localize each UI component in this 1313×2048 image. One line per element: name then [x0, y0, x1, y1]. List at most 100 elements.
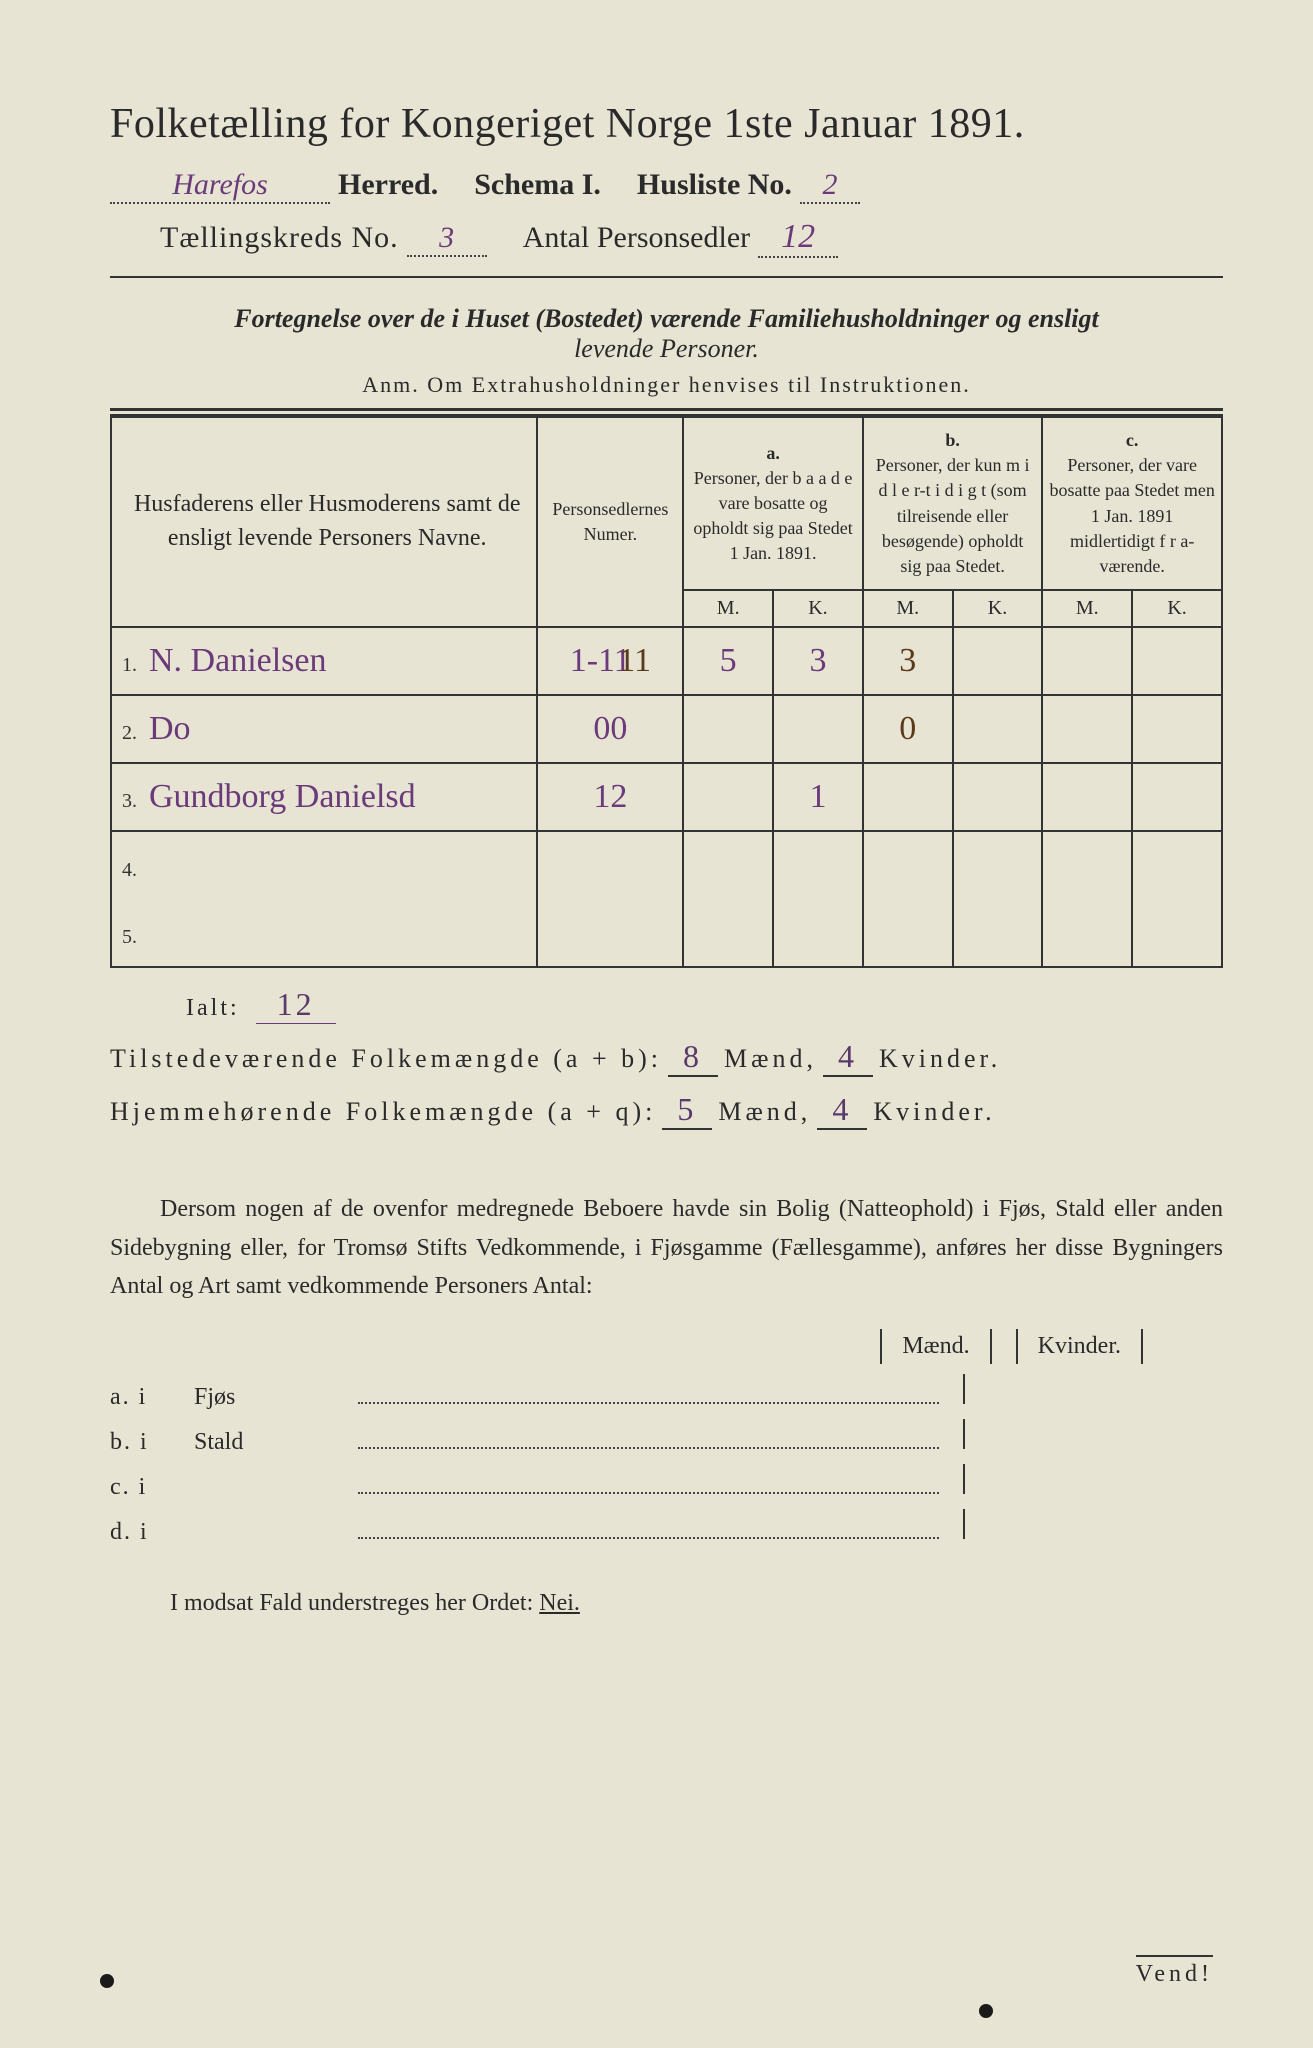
nums-cell: 00: [537, 695, 683, 763]
c-k-cell: [1132, 627, 1222, 695]
b-m-cell: [863, 763, 953, 831]
a-m-cell: [683, 695, 773, 763]
table-row: 4.: [111, 831, 1222, 899]
col-c-text: Personer, der vare bosatte paa Stedet me…: [1049, 453, 1215, 579]
table-row: 3.Gundborg Danielsd121: [111, 763, 1222, 831]
a-k-cell: [773, 899, 863, 967]
husliste-label: Husliste No.: [637, 168, 792, 202]
c-k-cell: [1132, 831, 1222, 899]
col-a-k: K.: [773, 590, 863, 627]
list-letter: c. i: [110, 1474, 170, 1501]
list-letter: d. i: [110, 1519, 170, 1546]
divider: [110, 408, 1223, 411]
nei-text: I modsat Fald understreges her Ordet:: [170, 1590, 533, 1616]
ialt-label: Ialt:: [186, 995, 240, 1022]
a-k-value: 3: [809, 642, 826, 679]
list-name: Fjøs: [194, 1384, 334, 1411]
list-m-col: [963, 1374, 1223, 1404]
nei-line: I modsat Fald understreges her Ordet: Ne…: [110, 1590, 1223, 1617]
list-head-k: Kvinder.: [1016, 1329, 1143, 1364]
col-names-header: Husfaderens eller Husmoderens samt de en…: [111, 417, 537, 627]
nums-value: 12: [593, 778, 627, 815]
b-k-cell: [953, 831, 1043, 899]
name-cell: 1. N. Danielsen: [111, 627, 537, 695]
list-m-col: [963, 1419, 1223, 1449]
list-item: c. i: [110, 1460, 1223, 1505]
b-k-cell: [953, 899, 1043, 967]
tot2-klab: Kvinder.: [873, 1097, 995, 1127]
husliste-value: 2: [800, 168, 860, 204]
b-m-value: 0: [899, 710, 916, 747]
a-m-value: 5: [720, 642, 737, 679]
c-k-cell: [1132, 695, 1222, 763]
col-a-label: a.: [690, 441, 856, 466]
turn-over: Vend!: [1136, 1955, 1213, 1988]
name-value: Do: [149, 710, 191, 747]
col-b-k: K.: [953, 590, 1043, 627]
col-c-m: M.: [1042, 590, 1132, 627]
c-m-cell: [1042, 695, 1132, 763]
table-row: 5.: [111, 899, 1222, 967]
ialt-row: Ialt: 12: [110, 986, 1223, 1024]
list-head-m: Mænd.: [880, 1329, 991, 1364]
hole-punch: [100, 1974, 114, 1988]
col-c-label: c.: [1049, 428, 1215, 453]
header-line-1: Harefos Herred. Schema I. Husliste No. 2: [110, 168, 1223, 204]
name-cell: 5.: [111, 899, 537, 967]
tot2-m: 5: [662, 1091, 712, 1130]
table-row: 2.Do000: [111, 695, 1222, 763]
col-b-header: b. Personer, der kun m i d l e r-t i d i…: [863, 417, 1043, 590]
col-c-header: c. Personer, der vare bosatte paa Stedet…: [1042, 417, 1222, 590]
c-m-cell: [1042, 831, 1132, 899]
list-item: a. i Fjøs: [110, 1370, 1223, 1415]
herred-value: Harefos: [110, 168, 330, 204]
dots: [358, 1468, 939, 1494]
nums-value: 00: [593, 710, 627, 747]
paragraph: Dersom nogen af de ovenfor medregnede Be…: [110, 1190, 1223, 1305]
row-number: 3.: [122, 790, 137, 812]
list-letter: b. i: [110, 1429, 170, 1456]
col-nums-header: Personsedlernes Numer.: [537, 417, 683, 627]
list-item: b. iStald: [110, 1415, 1223, 1460]
b-k-cell: [953, 763, 1043, 831]
ialt-value: 12: [256, 986, 336, 1024]
name-value: Gundborg Danielsd: [149, 778, 416, 815]
a-m-cell: [683, 831, 773, 899]
page-title: Folketælling for Kongeriget Norge 1ste J…: [110, 100, 1223, 148]
nums-cell: 1-11 11: [537, 627, 683, 695]
nei-word: Nei.: [539, 1590, 580, 1616]
col-b-text: Personer, der kun m i d l e r-t i d i g …: [870, 453, 1036, 579]
b-k-cell: [953, 695, 1043, 763]
tot1-m: 8: [668, 1038, 718, 1077]
totals-resident: Hjemmehørende Folkemængde (a + q): 5 Mæn…: [110, 1091, 1223, 1130]
tot1-mlab: Mænd,: [724, 1044, 817, 1074]
c-k-cell: [1132, 899, 1222, 967]
b-m-cell: 0: [863, 695, 953, 763]
subtitle-1: Fortegnelse over de i Huset (Bostedet) v…: [234, 304, 1099, 333]
c-m-cell: [1042, 899, 1132, 967]
name-value: N. Danielsen: [149, 642, 327, 679]
list-item: d. i: [110, 1505, 1223, 1550]
annotation-note: Anm. Om Extrahusholdninger henvises til …: [110, 372, 1223, 398]
nums-cell: [537, 831, 683, 899]
row-number: 1.: [122, 654, 137, 676]
name-cell: 4.: [111, 831, 537, 899]
subtitle: Fortegnelse over de i Huset (Bostedet) v…: [110, 304, 1223, 364]
a-m-cell: [683, 763, 773, 831]
tot1-k: 4: [823, 1038, 873, 1077]
c-m-cell: [1042, 763, 1132, 831]
nums-overwrite: 11: [618, 642, 651, 679]
tot1-klab: Kvinder.: [879, 1044, 1001, 1074]
divider: [110, 276, 1223, 278]
nums-cell: 12: [537, 763, 683, 831]
c-m-cell: [1042, 627, 1132, 695]
name-cell: 3. Gundborg Danielsd: [111, 763, 537, 831]
hole-punch: [979, 2004, 993, 2018]
row-number: 2.: [122, 722, 137, 744]
kreds-value: 3: [407, 221, 487, 257]
dots: [358, 1423, 939, 1449]
tot2-label: Hjemmehørende Folkemængde (a + q):: [110, 1097, 656, 1127]
herred-label: Herred.: [338, 168, 438, 202]
list-letter: a. i: [110, 1384, 170, 1411]
a-k-cell: [773, 695, 863, 763]
